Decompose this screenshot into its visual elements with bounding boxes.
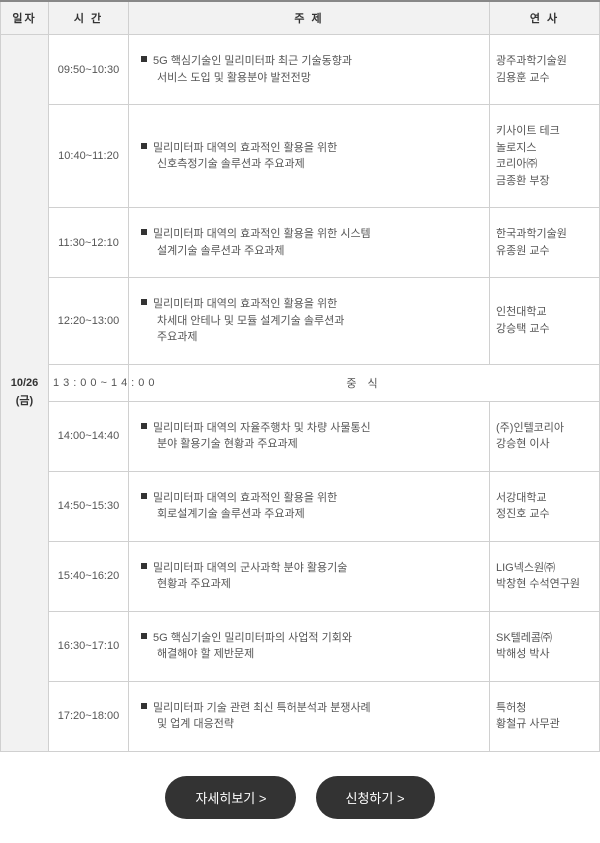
header-row: 일자 시 간 주 제 연 사	[1, 1, 600, 35]
speaker-org: SK텔레콤㈜	[496, 630, 593, 647]
header-topic: 주 제	[129, 1, 490, 35]
time-cell: 13:00~14:00	[49, 364, 129, 401]
table-row: 12:20~13:00밀리미터파 대역의 효과적인 활용을 위한차세대 안테나 …	[1, 278, 600, 365]
speaker-name: 김용훈 교수	[496, 70, 593, 87]
table-row: 16:30~17:105G 핵심기술인 밀리미터파의 사업적 기회와해결해야 할…	[1, 611, 600, 681]
topic-line: 밀리미터파 대역의 효과적인 활용을 위한	[153, 142, 337, 154]
topic-cell: 밀리미터파 대역의 군사과학 분야 활용기술현황과 주요과제	[129, 541, 490, 611]
speaker-name: 강승택 교수	[496, 321, 593, 338]
speaker-cell: 인천대학교강승택 교수	[490, 278, 600, 365]
table-row: 15:40~16:20밀리미터파 대역의 군사과학 분야 활용기술현황과 주요과…	[1, 541, 600, 611]
topic-cell: 밀리미터파 대역의 자율주행차 및 차량 사물통신분야 활용기술 현황과 주요과…	[129, 401, 490, 471]
topic-line: 서비스 도입 및 활용분야 발전전망	[141, 70, 481, 87]
topic-line: 회로설계기술 솔루션과 주요과제	[141, 506, 481, 523]
lunch-row: 13:00~14:00중 식	[1, 364, 600, 401]
speaker-name: 황철규 사무관	[496, 716, 593, 733]
table-row: 17:20~18:00밀리미터파 기술 관련 최신 특허분석과 분쟁사례및 업계…	[1, 681, 600, 751]
speaker-name: 박해성 박사	[496, 646, 593, 663]
topic-line: 밀리미터파 대역의 자율주행차 및 차량 사물통신	[153, 422, 371, 434]
schedule-table: 일자 시 간 주 제 연 사 10/26(금)09:50~10:305G 핵심기…	[0, 0, 600, 752]
topic-cell: 밀리미터파 대역의 효과적인 활용을 위한 시스템설계기술 솔루션과 주요과제	[129, 208, 490, 278]
speaker-org: 코리아㈜	[496, 156, 593, 173]
speaker-org: 광주과학기술원	[496, 53, 593, 70]
time-cell: 09:50~10:30	[49, 35, 129, 105]
topic-line: 밀리미터파 대역의 효과적인 활용을 위한	[153, 298, 337, 310]
time-cell: 16:30~17:10	[49, 611, 129, 681]
bullet-icon	[141, 229, 147, 235]
speaker-org: 서강대학교	[496, 490, 593, 507]
topic-cell: 5G 핵심기술인 밀리미터파 최근 기술동향과서비스 도입 및 활용분야 발전전…	[129, 35, 490, 105]
topic-line: 현황과 주요과제	[141, 576, 481, 593]
time-cell: 11:30~12:10	[49, 208, 129, 278]
topic-line: 분야 활용기술 현황과 주요과제	[141, 436, 481, 453]
topic-line: 밀리미터파 대역의 군사과학 분야 활용기술	[153, 562, 347, 574]
header-date: 일자	[1, 1, 49, 35]
topic-line: 5G 핵심기술인 밀리미터파 최근 기술동향과	[153, 55, 352, 67]
topic-line: 밀리미터파 기술 관련 최신 특허분석과 분쟁사례	[153, 702, 371, 714]
topic-line: 주요과제	[141, 329, 481, 346]
topic-line: 신호측정기술 솔루션과 주요과제	[141, 156, 481, 173]
time-cell: 12:20~13:00	[49, 278, 129, 365]
speaker-org: 한국과학기술원	[496, 226, 593, 243]
speaker-cell: 서강대학교정진호 교수	[490, 471, 600, 541]
bullet-icon	[141, 423, 147, 429]
bullet-icon	[141, 143, 147, 149]
speaker-org: LIG넥스원㈜	[496, 560, 593, 577]
detail-button[interactable]: 자세히보기 >	[165, 776, 296, 819]
table-row: 10/26(금)09:50~10:305G 핵심기술인 밀리미터파 최근 기술동…	[1, 35, 600, 105]
bullet-icon	[141, 56, 147, 62]
topic-cell: 밀리미터파 대역의 효과적인 활용을 위한회로설계기술 솔루션과 주요과제	[129, 471, 490, 541]
time-cell: 14:00~14:40	[49, 401, 129, 471]
topic-line: 밀리미터파 대역의 효과적인 활용을 위한 시스템	[153, 228, 371, 240]
date-text: 10/26	[1, 375, 48, 393]
speaker-cell: 한국과학기술원유종원 교수	[490, 208, 600, 278]
button-row: 자세히보기 > 신청하기 >	[0, 752, 600, 843]
table-row: 14:00~14:40밀리미터파 대역의 자율주행차 및 차량 사물통신분야 활…	[1, 401, 600, 471]
time-cell: 15:40~16:20	[49, 541, 129, 611]
date-text: (금)	[1, 393, 48, 411]
speaker-name: 유종원 교수	[496, 243, 593, 260]
topic-line: 밀리미터파 대역의 효과적인 활용을 위한	[153, 492, 337, 504]
date-cell: 10/26(금)	[1, 35, 49, 752]
speaker-name: 정진호 교수	[496, 506, 593, 523]
topic-line: 5G 핵심기술인 밀리미터파의 사업적 기회와	[153, 632, 352, 644]
bullet-icon	[141, 703, 147, 709]
topic-line: 설계기술 솔루션과 주요과제	[141, 243, 481, 260]
table-row: 11:30~12:10밀리미터파 대역의 효과적인 활용을 위한 시스템설계기술…	[1, 208, 600, 278]
topic-line: 차세대 안테나 및 모듈 설계기술 솔루션과	[141, 313, 481, 330]
bullet-icon	[141, 633, 147, 639]
topic-cell: 밀리미터파 대역의 효과적인 활용을 위한차세대 안테나 및 모듈 설계기술 솔…	[129, 278, 490, 365]
speaker-cell: 특허청황철규 사무관	[490, 681, 600, 751]
topic-line: 해결해야 할 제반문제	[141, 646, 481, 663]
speaker-cell: 키사이트 테크놀로지스코리아㈜금종환 부장	[490, 105, 600, 208]
speaker-name: 박창현 수석연구원	[496, 576, 593, 593]
topic-cell: 밀리미터파 대역의 효과적인 활용을 위한신호측정기술 솔루션과 주요과제	[129, 105, 490, 208]
speaker-cell: 광주과학기술원김용훈 교수	[490, 35, 600, 105]
lunch-label: 중 식	[129, 364, 600, 401]
speaker-cell: (주)인텔코리아강승현 이사	[490, 401, 600, 471]
speaker-cell: SK텔레콤㈜박해성 박사	[490, 611, 600, 681]
speaker-org: 특허청	[496, 700, 593, 717]
header-time: 시 간	[49, 1, 129, 35]
table-row: 14:50~15:30밀리미터파 대역의 효과적인 활용을 위한회로설계기술 솔…	[1, 471, 600, 541]
topic-cell: 5G 핵심기술인 밀리미터파의 사업적 기회와해결해야 할 제반문제	[129, 611, 490, 681]
time-cell: 17:20~18:00	[49, 681, 129, 751]
bullet-icon	[141, 563, 147, 569]
speaker-name: 금종환 부장	[496, 173, 593, 190]
speaker-org: 키사이트 테크	[496, 123, 593, 140]
speaker-name: 강승현 이사	[496, 436, 593, 453]
bullet-icon	[141, 299, 147, 305]
header-speaker: 연 사	[490, 1, 600, 35]
speaker-org: 놀로지스	[496, 140, 593, 157]
time-cell: 14:50~15:30	[49, 471, 129, 541]
apply-button[interactable]: 신청하기 >	[316, 776, 435, 819]
topic-line: 및 업계 대응전략	[141, 716, 481, 733]
table-row: 10:40~11:20밀리미터파 대역의 효과적인 활용을 위한신호측정기술 솔…	[1, 105, 600, 208]
time-cell: 10:40~11:20	[49, 105, 129, 208]
bullet-icon	[141, 493, 147, 499]
topic-cell: 밀리미터파 기술 관련 최신 특허분석과 분쟁사례및 업계 대응전략	[129, 681, 490, 751]
speaker-org: 인천대학교	[496, 304, 593, 321]
speaker-cell: LIG넥스원㈜박창현 수석연구원	[490, 541, 600, 611]
speaker-org: (주)인텔코리아	[496, 420, 593, 437]
